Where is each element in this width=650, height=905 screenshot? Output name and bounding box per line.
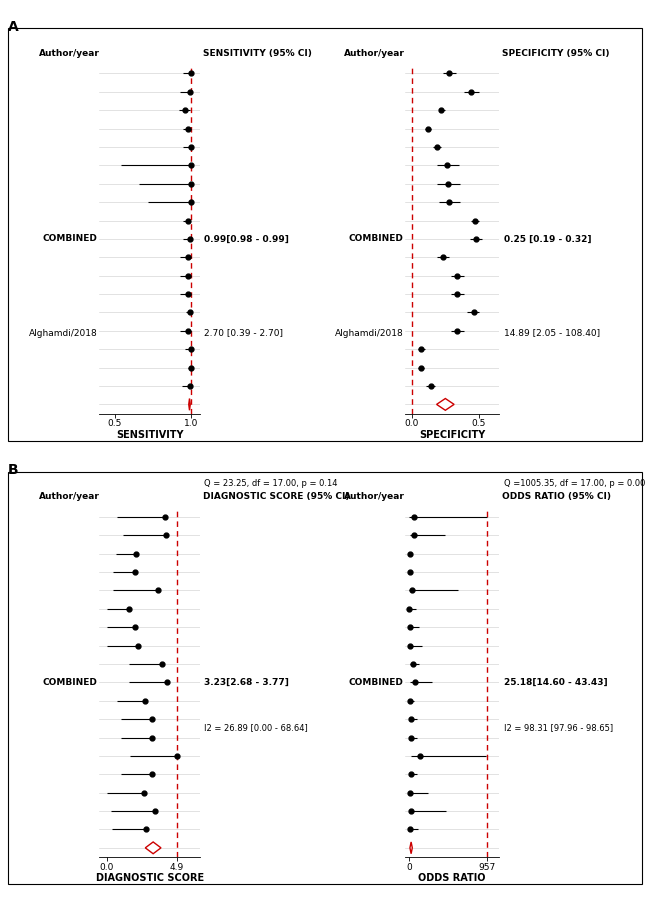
Text: SPECIFICITY (95% CI): SPECIFICITY (95% CI) bbox=[502, 49, 610, 58]
Text: Author/year: Author/year bbox=[38, 492, 99, 501]
Text: DIAGNOSTIC SCORE (95% CI): DIAGNOSTIC SCORE (95% CI) bbox=[203, 492, 350, 501]
Text: Alghamdi/2018: Alghamdi/2018 bbox=[29, 329, 98, 338]
Text: Author/year: Author/year bbox=[38, 49, 99, 58]
Text: B: B bbox=[8, 463, 18, 477]
Text: SENSITIVITY (95% CI): SENSITIVITY (95% CI) bbox=[203, 49, 312, 58]
X-axis label: SENSITIVITY: SENSITIVITY bbox=[116, 430, 183, 440]
Text: 0.99[0.98 - 0.99]: 0.99[0.98 - 0.99] bbox=[203, 234, 289, 243]
X-axis label: DIAGNOSTIC SCORE: DIAGNOSTIC SCORE bbox=[96, 873, 204, 883]
Text: A: A bbox=[8, 20, 19, 33]
Text: Alghamdi/2018: Alghamdi/2018 bbox=[335, 329, 403, 338]
Text: I2 = 98.31 [97.96 - 98.65]: I2 = 98.31 [97.96 - 98.65] bbox=[504, 723, 613, 732]
Polygon shape bbox=[188, 398, 190, 410]
Polygon shape bbox=[146, 842, 161, 853]
Text: COMBINED: COMBINED bbox=[348, 234, 403, 243]
Text: COMBINED: COMBINED bbox=[348, 678, 403, 687]
Text: 3.23[2.68 - 3.77]: 3.23[2.68 - 3.77] bbox=[203, 678, 289, 687]
Text: 25.18[14.60 - 43.43]: 25.18[14.60 - 43.43] bbox=[504, 678, 608, 687]
Text: 0.25 [0.19 - 0.32]: 0.25 [0.19 - 0.32] bbox=[504, 234, 592, 243]
Text: COMBINED: COMBINED bbox=[43, 234, 98, 243]
Text: 2.70 [0.39 - 2.70]: 2.70 [0.39 - 2.70] bbox=[203, 329, 283, 338]
Text: Author/year: Author/year bbox=[344, 492, 405, 501]
Polygon shape bbox=[437, 398, 454, 410]
Text: 14.89 [2.05 - 108.40]: 14.89 [2.05 - 108.40] bbox=[504, 329, 600, 338]
Text: COMBINED: COMBINED bbox=[43, 678, 98, 687]
Text: Q = 23.25, df = 17.00, p = 0.14: Q = 23.25, df = 17.00, p = 0.14 bbox=[203, 479, 337, 488]
Text: Author/year: Author/year bbox=[344, 49, 405, 58]
Text: I2 = 26.89 [0.00 - 68.64]: I2 = 26.89 [0.00 - 68.64] bbox=[203, 723, 307, 732]
Polygon shape bbox=[410, 842, 412, 853]
Text: ODDS RATIO (95% CI): ODDS RATIO (95% CI) bbox=[502, 492, 612, 501]
Text: Q =1005.35, df = 17.00, p = 0.00: Q =1005.35, df = 17.00, p = 0.00 bbox=[504, 479, 645, 488]
X-axis label: ODDS RATIO: ODDS RATIO bbox=[419, 873, 486, 883]
X-axis label: SPECIFICITY: SPECIFICITY bbox=[419, 430, 485, 440]
